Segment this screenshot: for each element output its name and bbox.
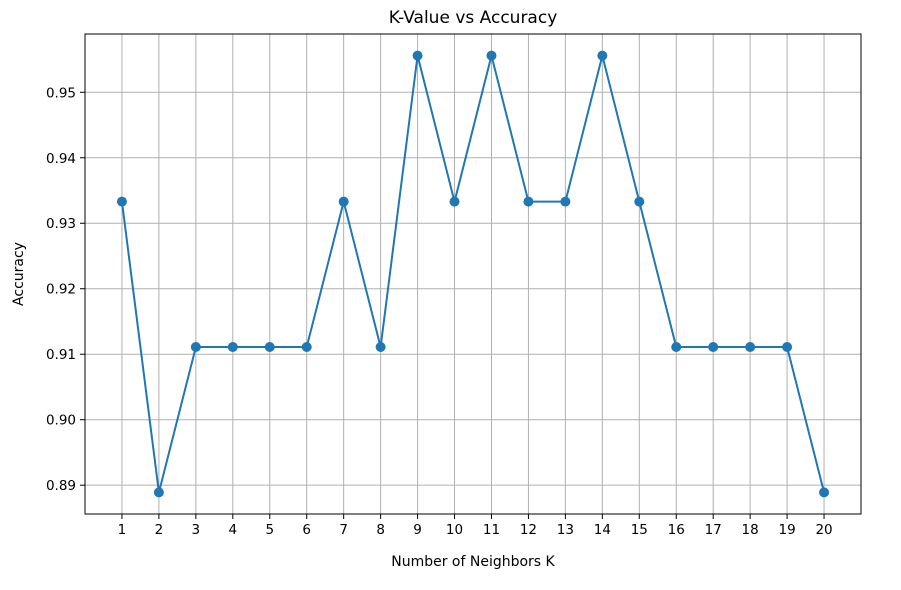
- data-point-k-7: [338, 196, 349, 207]
- y-tick-label: 0.92: [46, 282, 76, 298]
- data-point-k-1: [116, 196, 127, 207]
- data-point-k-17: [708, 342, 719, 353]
- data-point-k-19: [782, 342, 793, 353]
- x-tick-label: 12: [520, 522, 537, 538]
- y-tick-label: 0.91: [46, 347, 76, 363]
- data-point-k-20: [819, 487, 830, 498]
- x-tick-label: 1: [118, 522, 127, 538]
- x-tick-label: 16: [668, 522, 685, 538]
- y-axis-label: Accuracy: [11, 242, 27, 306]
- x-tick-label: 17: [705, 522, 722, 538]
- x-tick-label: 10: [446, 522, 463, 538]
- data-point-k-6: [301, 342, 312, 353]
- x-tick-label: 11: [483, 522, 500, 538]
- y-tick-label: 0.89: [46, 478, 76, 494]
- x-tick-label: 5: [265, 522, 274, 538]
- x-tick-label: 19: [779, 522, 796, 538]
- x-tick-label: 6: [302, 522, 311, 538]
- x-axis-label: Number of Neighbors K: [391, 554, 555, 570]
- y-tick-label: 0.95: [46, 85, 76, 101]
- x-tick-label: 13: [557, 522, 574, 538]
- data-point-k-13: [560, 196, 571, 207]
- x-tick-label: 3: [192, 522, 201, 538]
- series-layer: [116, 50, 830, 498]
- grid: [85, 34, 861, 514]
- x-tick-label: 7: [339, 522, 348, 538]
- data-point-k-18: [745, 342, 756, 353]
- data-point-k-16: [671, 342, 682, 353]
- axis-ticks: 1 2 3 4 5 6 7 8 9 10 11 12 13 14 15 16 17 18 19 200.890.900…: [46, 85, 833, 538]
- x-tick-label: 4: [229, 522, 238, 538]
- data-point-k-2: [153, 487, 164, 498]
- data-point-k-15: [634, 196, 645, 207]
- data-point-k-9: [412, 50, 423, 61]
- data-point-k-5: [264, 342, 275, 353]
- x-tick-label: 18: [742, 522, 759, 538]
- y-tick-label: 0.94: [46, 151, 76, 167]
- x-tick-label: 9: [413, 522, 422, 538]
- y-tick-label: 0.93: [46, 216, 76, 232]
- x-tick-label: 20: [815, 522, 832, 538]
- data-point-k-11: [486, 50, 497, 61]
- chart-title: K-Value vs Accuracy: [389, 8, 558, 28]
- data-point-k-10: [449, 196, 460, 207]
- x-tick-label: 15: [631, 522, 648, 538]
- x-tick-label: 14: [594, 522, 611, 538]
- y-tick-label: 0.90: [46, 413, 76, 429]
- x-tick-label: 8: [376, 522, 385, 538]
- series-line: [120, 54, 826, 494]
- data-point-k-12: [523, 196, 534, 207]
- data-point-k-14: [597, 50, 608, 61]
- plot-area-frame: [84, 33, 862, 515]
- data-point-k-3: [190, 342, 201, 353]
- data-point-k-4: [227, 342, 238, 353]
- data-point-k-8: [375, 342, 386, 353]
- x-tick-label: 2: [155, 522, 164, 538]
